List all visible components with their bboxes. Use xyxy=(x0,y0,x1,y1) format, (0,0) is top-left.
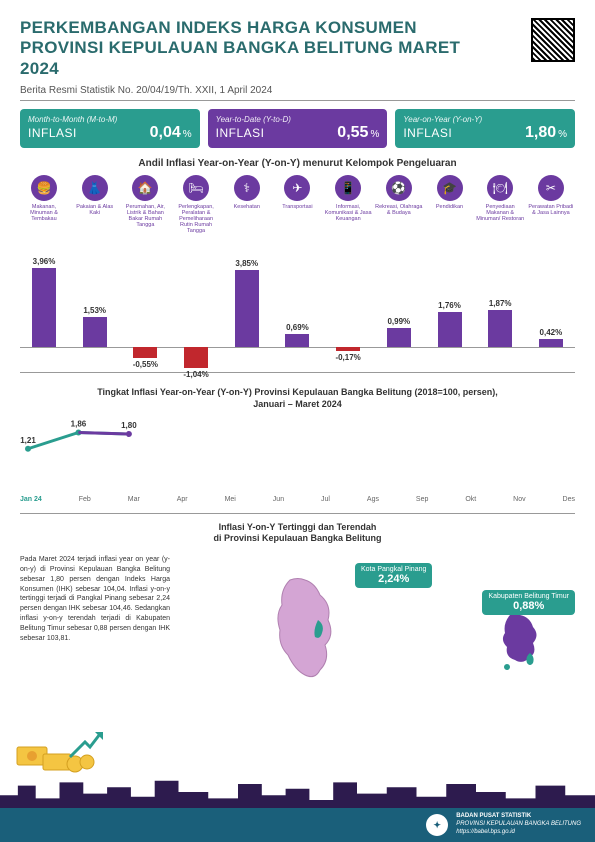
category-icon-item: 🍽Penyediaan Makanan & Minuman/ Restoran xyxy=(476,175,524,234)
bar-chart: 3,96% 1,53% -0,55% -1,04%3,85% 0,69% -0,… xyxy=(20,238,575,348)
money-illustration xyxy=(15,722,115,777)
footer: ✦ BADAN PUSAT STATISTIK PROVINSI KEPULAU… xyxy=(0,808,595,842)
category-icon-item: ⚽Rekreasi, Olahraga & Budaya xyxy=(375,175,423,234)
category-icon-item: 📱Informasi, Komunikasi & Jasa Keuangan xyxy=(324,175,372,234)
svg-text:1,80: 1,80 xyxy=(121,421,137,430)
skyline-decoration xyxy=(0,776,595,808)
month-axis: Jan 24FebMarAprMeiJunJulAgsSepOktNovDes xyxy=(20,496,575,503)
footer-province: PROVINSI KEPULAUAN BANGKA BELITUNG xyxy=(456,821,581,829)
stat-boxes: Month-to-Month (M-to-M) INFLASI 0,04%Yea… xyxy=(20,109,575,148)
bar-slot: 1,76% xyxy=(426,301,474,347)
page-subtitle: Berita Resmi Statistik No. 20/04/19/Th. … xyxy=(20,85,575,96)
category-icon-item: 🍔Makanan, Minuman & Tembakau xyxy=(20,175,68,234)
divider xyxy=(20,513,575,514)
map-paragraph: Pada Maret 2024 terjadi inflasi year on … xyxy=(20,555,170,643)
stat-box: Month-to-Month (M-to-M) INFLASI 0,04% xyxy=(20,109,200,148)
bar-slot: 3,85% xyxy=(223,259,271,347)
badge-belitung-timur: Kabupaten Belitung Timur 0,88% xyxy=(482,590,575,615)
bar-slot: 1,53% xyxy=(71,306,119,348)
divider xyxy=(20,372,575,373)
footer-org: BADAN PUSAT STATISTIK xyxy=(456,813,581,821)
line-svg: 1,21 1,86 1,80 xyxy=(20,419,575,489)
category-icon-item: 🏠Perumahan, Air, Listrik & Bahan Bakar R… xyxy=(121,175,169,234)
footer-url: https://babel.bps.go.id xyxy=(456,829,581,837)
page-title: PERKEMBANGAN INDEKS HARGA KONSUMEN PROVI… xyxy=(20,18,500,79)
region-belitung xyxy=(495,605,555,685)
bar-section-title: Andil Inflasi Year-on-Year (Y-on-Y) menu… xyxy=(20,158,575,169)
category-icons: 🍔Makanan, Minuman & Tembakau👗Pakaian & A… xyxy=(20,175,575,234)
bar-slot: 3,96% xyxy=(20,257,68,347)
line-section-title: Tingkat Inflasi Year-on-Year (Y-on-Y) Pr… xyxy=(20,387,575,410)
bar-slot: 1,87% xyxy=(476,299,524,347)
svg-text:1,21: 1,21 xyxy=(20,436,36,445)
region-bangka xyxy=(270,575,360,685)
category-icon-item: ✈Transportasi xyxy=(273,175,321,234)
map-visual: Kota Pangkal Pinang 2,24% Kabupaten Beli… xyxy=(180,555,575,705)
bar-slot: 0,42% xyxy=(527,328,575,347)
category-icon-item: 🛏Perlengkapan, Peralatan & Pemeliharaan … xyxy=(172,175,220,234)
category-icon-item: 🎓Pendidikan xyxy=(426,175,474,234)
svg-text:1,86: 1,86 xyxy=(71,419,87,428)
stat-box: Year-to-Date (Y-to-D) INFLASI 0,55% xyxy=(208,109,388,148)
category-icon-item: ⚕Kesehatan xyxy=(223,175,271,234)
bps-logo: ✦ xyxy=(426,814,448,836)
category-icon-item: 👗Pakaian & Alas Kaki xyxy=(71,175,119,234)
bar-slot: 0,99% xyxy=(375,317,423,348)
line-chart: 1,21 1,86 1,80 Jan 24FebMarAprMeiJunJulAgs… xyxy=(20,419,575,509)
qr-code xyxy=(531,18,575,62)
map-section-title: Inflasi Y-on-Y Tertinggi dan Terendah di… xyxy=(20,522,575,545)
badge-pangkal-pinang: Kota Pangkal Pinang 2,24% xyxy=(355,563,432,588)
stat-box: Year-on-Year (Y-on-Y) INFLASI 1,80% xyxy=(395,109,575,148)
bar-slot: 0,69% xyxy=(273,323,321,348)
category-icon-item: ✂Perawatan Pribadi & Jasa Lainnya xyxy=(527,175,575,234)
divider xyxy=(20,100,575,101)
